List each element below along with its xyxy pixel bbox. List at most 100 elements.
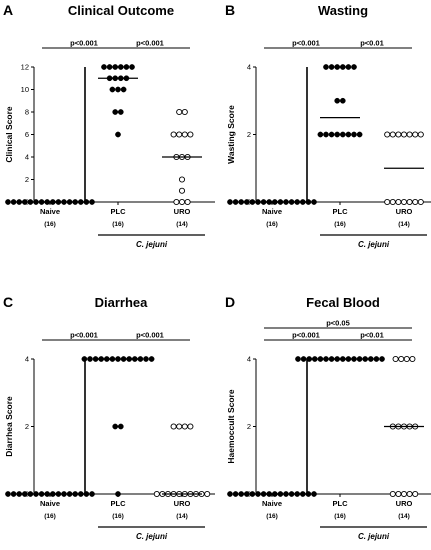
chart-title: Wasting — [318, 3, 368, 18]
data-point-plc — [115, 491, 121, 497]
data-point-naive — [77, 199, 84, 205]
group-label: C. jejuni — [136, 240, 168, 249]
significance-label: p<0.001 — [70, 39, 98, 48]
data-point-plc — [345, 131, 352, 138]
significance-label: p<0.05 — [326, 319, 350, 328]
data-point-plc — [317, 131, 324, 138]
data-point-plc — [351, 131, 357, 138]
data-point-uro — [389, 198, 396, 206]
data-point-naive — [294, 199, 301, 205]
category-label: URO — [396, 499, 413, 508]
data-point-uro — [153, 490, 160, 498]
panel-letter: D — [225, 294, 235, 310]
data-point-naive — [311, 199, 317, 205]
data-point-plc — [109, 86, 116, 93]
data-point-naive — [305, 199, 312, 205]
data-point-plc — [362, 356, 369, 362]
data-point-plc — [379, 356, 385, 362]
data-point-plc — [356, 131, 363, 138]
y-tick-label: 2 — [25, 175, 29, 184]
data-point-naive — [238, 199, 245, 205]
data-point-naive — [10, 199, 17, 205]
sample-count: (14) — [176, 221, 188, 228]
category-label: PLC — [333, 499, 349, 508]
sample-count: (14) — [398, 221, 410, 228]
y-axis-label: Haemoccult Score — [226, 389, 236, 463]
data-point-uro — [181, 108, 188, 116]
chart-title: Diarrhea — [95, 295, 149, 310]
category-label: PLC — [111, 207, 127, 216]
data-point-plc — [334, 97, 341, 104]
data-point-naive — [89, 199, 95, 205]
data-point-plc — [334, 131, 341, 138]
data-point-uro — [417, 198, 424, 206]
data-point-uro — [398, 355, 405, 363]
y-tick-label: 4 — [25, 153, 29, 162]
data-point-uro — [170, 423, 177, 430]
data-point-uro — [173, 198, 180, 206]
data-point-naive — [311, 491, 317, 497]
data-point-plc — [115, 131, 121, 138]
panel-letter: A — [3, 2, 13, 18]
data-point-plc — [115, 86, 121, 93]
data-point-naive — [227, 491, 233, 497]
data-point-uro — [392, 355, 399, 363]
data-point-uro — [400, 131, 408, 138]
data-point-uro — [412, 131, 419, 138]
data-point-uro — [181, 423, 188, 430]
data-point-uro — [400, 490, 408, 498]
significance-label: p<0.001 — [292, 331, 320, 340]
sample-count: (16) — [266, 513, 278, 520]
data-point-uro — [178, 187, 186, 194]
y-tick-label: 4 — [25, 355, 29, 364]
data-point-plc — [143, 356, 149, 362]
data-point-uro — [187, 131, 194, 138]
data-point-uro — [406, 131, 413, 138]
data-point-plc — [101, 64, 107, 70]
data-point-uro — [178, 176, 186, 183]
panel-letter: B — [225, 2, 235, 18]
category-label: Naive — [40, 499, 60, 508]
data-point-uro — [178, 198, 186, 206]
data-point-plc — [311, 356, 318, 362]
data-point-naive — [5, 491, 11, 497]
y-tick-label: 12 — [21, 63, 29, 72]
data-point-plc — [295, 356, 301, 362]
y-tick-label: 8 — [25, 108, 29, 117]
y-tick-label: 2 — [25, 422, 29, 431]
data-point-plc — [351, 64, 357, 70]
sample-count: (16) — [112, 513, 124, 520]
data-point-plc — [300, 356, 307, 362]
category-label: URO — [174, 207, 191, 216]
data-point-uro — [409, 355, 416, 363]
data-point-plc — [106, 64, 113, 70]
data-point-plc — [345, 64, 352, 70]
data-point-plc — [87, 356, 93, 362]
chart-title: Clinical Outcome — [68, 3, 174, 18]
significance-label: p<0.001 — [292, 39, 320, 48]
data-point-plc — [323, 131, 329, 138]
data-point-naive — [83, 491, 90, 497]
data-point-plc — [120, 86, 127, 93]
significance-label: p<0.001 — [136, 39, 164, 48]
group-label: C. jejuni — [358, 240, 390, 249]
data-point-uro — [406, 198, 413, 206]
y-tick-label: 2 — [247, 422, 251, 431]
data-point-plc — [339, 97, 346, 104]
data-point-naive — [89, 491, 95, 497]
data-point-uro — [406, 490, 413, 498]
data-point-uro — [187, 423, 194, 430]
significance-label: p<0.01 — [360, 39, 384, 48]
category-label: Naive — [262, 207, 282, 216]
data-point-uro — [395, 198, 402, 206]
data-point-plc — [339, 131, 346, 138]
category-label: URO — [174, 499, 191, 508]
data-point-naive — [72, 199, 79, 205]
data-point-plc — [148, 356, 155, 362]
data-point-uro — [184, 198, 191, 206]
data-point-naive — [243, 199, 250, 205]
sample-count: (14) — [398, 513, 410, 520]
data-point-uro — [389, 131, 396, 138]
